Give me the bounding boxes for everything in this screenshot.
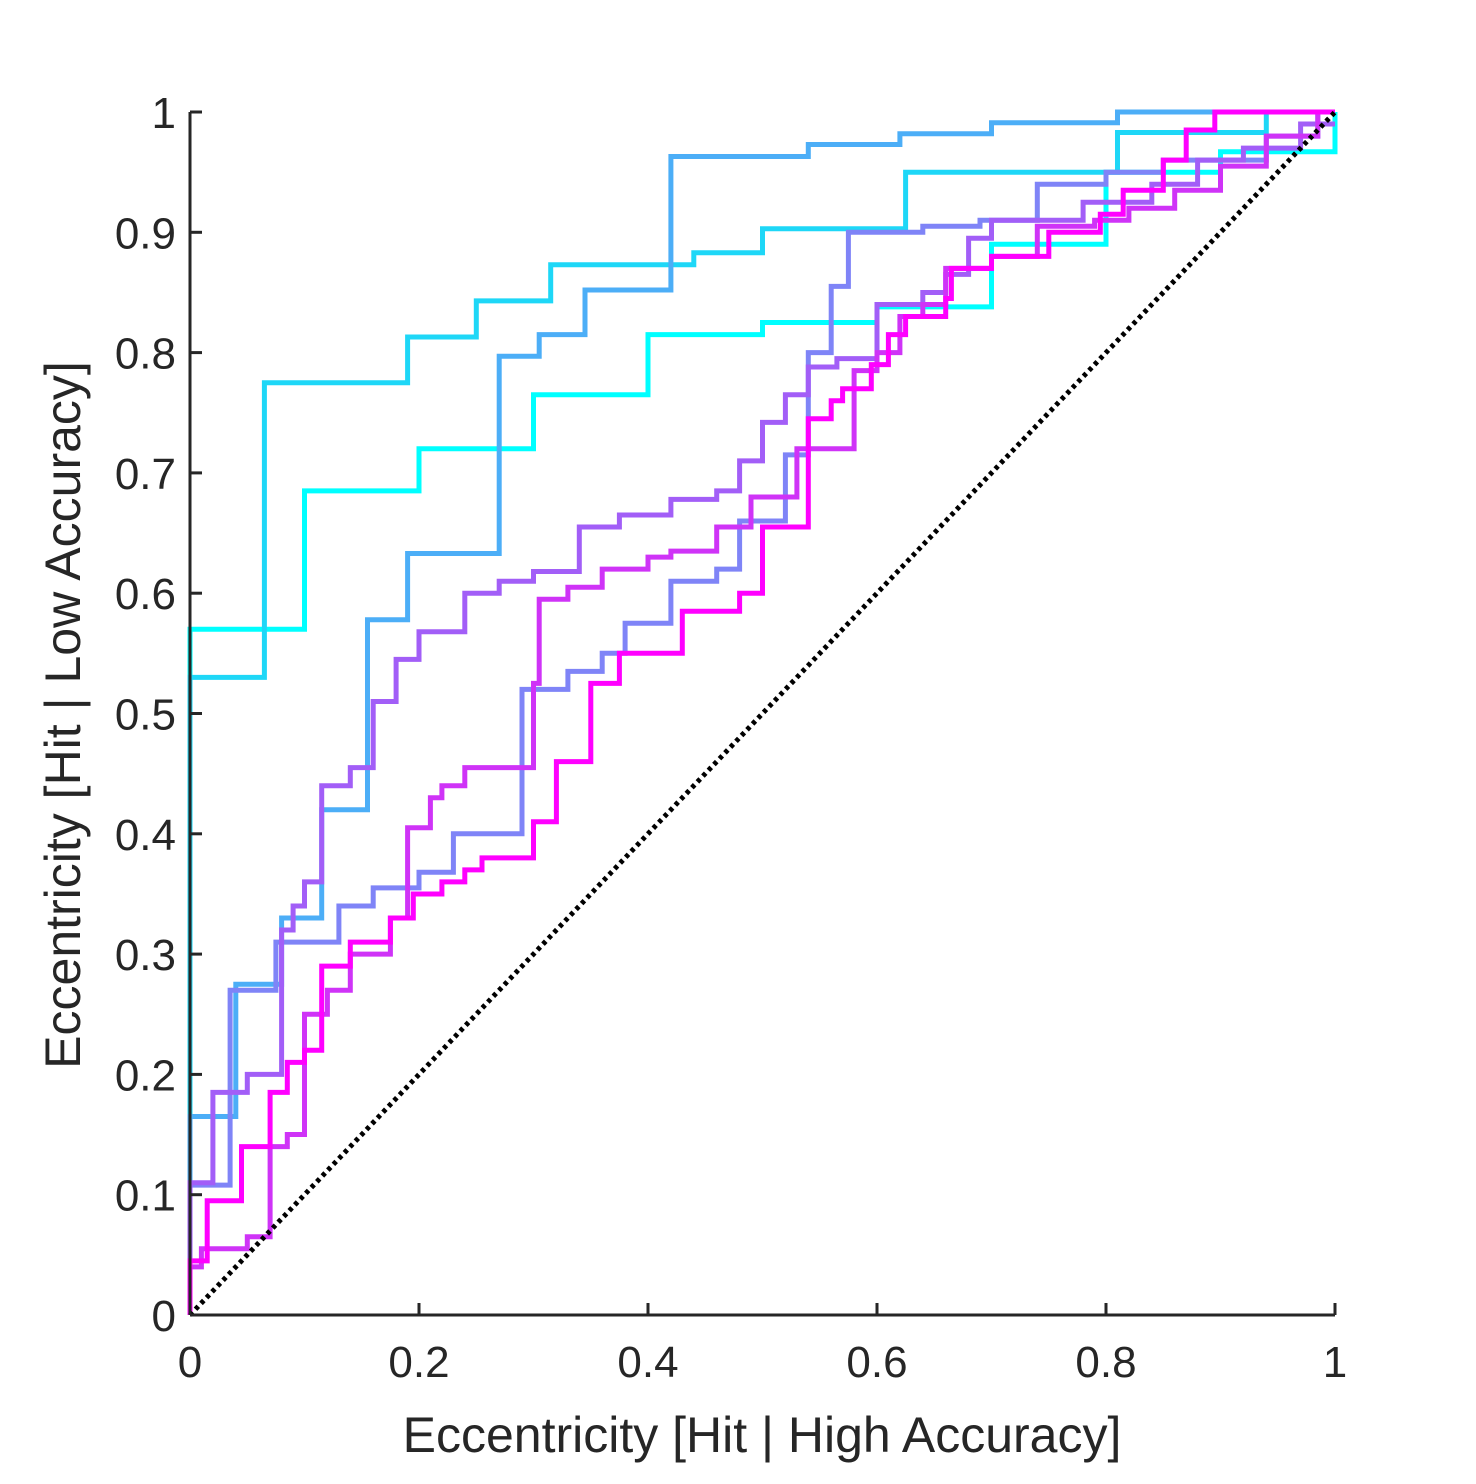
x-axis-label: Eccentricity [Hit | High Accuracy]: [403, 1407, 1122, 1463]
series-7-line: [187, 109, 1335, 1315]
y-tick-label: 0.8: [115, 330, 176, 379]
x-tick-label: 0.4: [617, 1338, 678, 1387]
x-tick-label: 0: [178, 1338, 202, 1387]
x-tick-label: 0.8: [1075, 1338, 1136, 1387]
x-tick-label: 0.2: [388, 1338, 449, 1387]
y-tick-label: 0: [152, 1292, 176, 1341]
y-tick-label: 0.7: [115, 450, 176, 499]
series-4-line: [187, 109, 1335, 1315]
y-tick-label: 0.6: [115, 570, 176, 619]
chance-diagonal-line: [188, 110, 1337, 1317]
x-tick-label: 0.6: [846, 1338, 907, 1387]
y-tick-label: 1: [152, 89, 176, 138]
y-tick-label: 0.3: [115, 931, 176, 980]
x-tick-label: 1: [1323, 1338, 1347, 1387]
series-2-line: [187, 109, 1335, 1315]
y-axis-label: Eccentricity [Hit | Low Accuracy]: [35, 361, 91, 1069]
series-5-line: [187, 121, 1335, 1315]
series-layer: [187, 109, 1338, 1315]
axes-layer: 0 0.2 0.4 0.6 0.8 1 0 0.1 0.2 0.3 0.4 0.5 0.6 0.7 0.8 0…: [115, 89, 1347, 1387]
y-tick-label: 0.4: [115, 811, 176, 860]
y-tick-label: 0.1: [115, 1172, 176, 1221]
y-tick-label: 0.9: [115, 209, 176, 258]
y-tick-label: 0.2: [115, 1051, 176, 1100]
y-tick-label: 0.5: [115, 691, 176, 740]
reference-layer: [188, 110, 1337, 1317]
